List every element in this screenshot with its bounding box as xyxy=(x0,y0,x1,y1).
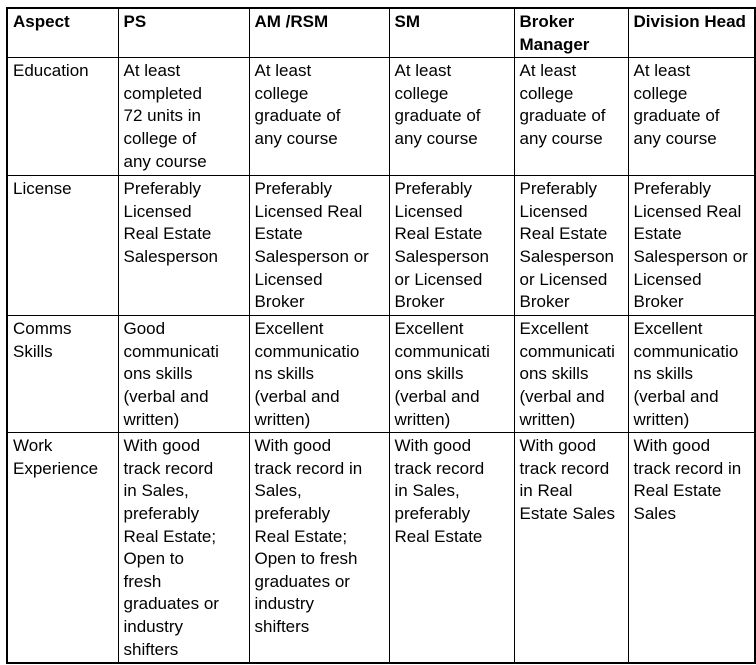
cell-comms-skills-ps: Good communicati ons skills (verbal and … xyxy=(117,315,250,434)
column-header-broker-manager: Broker Manager xyxy=(513,7,629,59)
cell-education-ps: At least completed 72 units in college o… xyxy=(117,57,250,177)
cell-work-experience-division-head: With good track record in Real Estate Sa… xyxy=(627,432,756,664)
column-header-ps: PS xyxy=(117,7,250,59)
table-row-comms-skills: Comms Skills Good communicati ons skills… xyxy=(6,315,756,434)
table-row-education: Education At least completed 72 units in… xyxy=(6,57,756,177)
cell-comms-skills-am-rsm: Excellent communicatio ns skills (verbal… xyxy=(248,315,390,434)
header-row: Aspect PS AM /RSM SM Broker Manager Divi… xyxy=(6,7,756,59)
column-header-division-head: Division Head xyxy=(627,7,756,59)
column-header-sm: SM xyxy=(388,7,515,59)
cell-work-experience-am-rsm: With good track record in Sales, prefera… xyxy=(248,432,390,664)
cell-education-broker-manager: At least college graduate of any course xyxy=(513,57,629,177)
row-label-license: License xyxy=(6,175,119,317)
cell-education-am-rsm: At least college graduate of any course xyxy=(248,57,390,177)
row-label-work-experience: Work Experience xyxy=(6,432,119,664)
column-header-aspect: Aspect xyxy=(6,7,119,59)
cell-work-experience-ps: With good track record in Sales, prefera… xyxy=(117,432,250,664)
row-label-education: Education xyxy=(6,57,119,177)
cell-license-am-rsm: Preferably Licensed Real Estate Salesper… xyxy=(248,175,390,317)
cell-education-division-head: At least college graduate of any course xyxy=(627,57,756,177)
column-header-am-rsm: AM /RSM xyxy=(248,7,390,59)
cell-education-sm: At least college graduate of any course xyxy=(388,57,515,177)
qualifications-table: Aspect PS AM /RSM SM Broker Manager Divi… xyxy=(6,7,756,665)
cell-license-ps: Preferably Licensed Real Estate Salesper… xyxy=(117,175,250,317)
cell-comms-skills-sm: Excellent communicati ons skills (verbal… xyxy=(388,315,515,434)
row-label-comms-skills: Comms Skills xyxy=(6,315,119,434)
cell-license-broker-manager: Preferably Licensed Real Estate Salesper… xyxy=(513,175,629,317)
cell-comms-skills-division-head: Excellent communicatio ns skills (verbal… xyxy=(627,315,756,434)
cell-license-division-head: Preferably Licensed Real Estate Salesper… xyxy=(627,175,756,317)
cell-work-experience-broker-manager: With good track record in Real Estate Sa… xyxy=(513,432,629,664)
cell-comms-skills-broker-manager: Excellent communicati ons skills (verbal… xyxy=(513,315,629,434)
table-row-license: License Preferably Licensed Real Estate … xyxy=(6,175,756,317)
cell-work-experience-sm: With good track record in Sales, prefera… xyxy=(388,432,515,664)
cell-license-sm: Preferably Licensed Real Estate Salesper… xyxy=(388,175,515,317)
table-row-work-experience: Work Experience With good track record i… xyxy=(6,432,756,664)
